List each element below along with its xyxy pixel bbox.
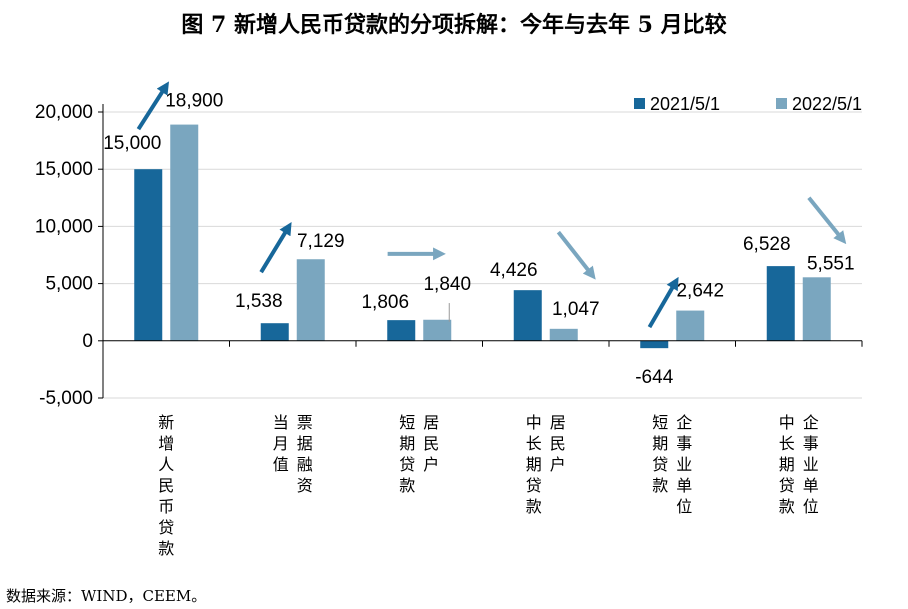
- data-label: 1,806: [361, 292, 409, 313]
- category-label-5-1: 中长期贷款: [779, 413, 795, 516]
- category-label-4-0: 企事业单位: [676, 413, 692, 516]
- trend-arrow-up: [259, 222, 292, 274]
- axis-layer: 20,000 15,000 10,000 5,000 0 -5,000: [35, 102, 863, 409]
- y-tick-label: 0: [82, 331, 93, 352]
- y-tick-label: 5,000: [45, 274, 93, 295]
- data-label: 1,047: [552, 299, 600, 320]
- trend-arrow-down: [807, 196, 847, 245]
- category-label-1-1: 当月值: [273, 413, 289, 474]
- category-label-4-1: 短期贷款: [652, 413, 668, 495]
- legend-label: 2022/5/1: [792, 94, 862, 114]
- category-label-3-1: 中长期贷款: [526, 413, 542, 516]
- bar-2021/5/1-3: [513, 290, 542, 341]
- data-label: 1,840: [423, 274, 471, 295]
- data-label: 18,900: [165, 91, 223, 112]
- bar-2021/5/1-4: [640, 340, 669, 349]
- grid-layer: [103, 111, 862, 399]
- source-note: 数据来源：WIND，CEEM。: [6, 587, 206, 605]
- legend-swatch: [634, 98, 645, 109]
- legend: 2021/5/1 2022/5/1: [634, 94, 862, 114]
- trend-arrow-up: [647, 276, 679, 329]
- y-tick-label: 15,000: [35, 159, 93, 180]
- bar-2021/5/1-1: [260, 323, 289, 341]
- trend-arrow-down: [556, 230, 596, 280]
- bar-2022/5/1-4: [676, 310, 705, 341]
- category-label-5-0: 企事业单位: [803, 413, 819, 516]
- legend-label: 2021/5/1: [650, 94, 720, 114]
- category-label-2-1: 短期贷款: [399, 413, 415, 495]
- data-label: -644: [635, 367, 673, 388]
- bar-2021/5/1-2: [387, 320, 416, 341]
- trend-arrow-up: [136, 81, 170, 131]
- category-label-2-0: 居民户: [423, 413, 439, 474]
- bar-layer: [134, 124, 831, 349]
- data-label: 2,642: [676, 281, 724, 302]
- category-labels: 新增人民币贷款票据融资当月值居民户短期贷款居民户中长期贷款企事业单位短期贷款企事…: [158, 413, 819, 558]
- category-label-0-0: 新增人民币贷款: [158, 413, 174, 558]
- bar-2022/5/1-1: [296, 259, 325, 341]
- y-tick-label: 10,000: [35, 216, 93, 237]
- data-label: 6,528: [743, 234, 791, 255]
- bar-2021/5/1-0: [134, 169, 163, 341]
- y-tick-label: -5,000: [39, 388, 93, 409]
- data-label: 4,426: [490, 260, 538, 281]
- legend-swatch: [776, 98, 787, 109]
- bar-2022/5/1-3: [549, 328, 578, 341]
- chart-title: 图 7 新增人民币贷款的分项拆解：今年与去年 5 月比较: [181, 12, 726, 38]
- bar-2022/5/1-0: [170, 124, 199, 341]
- bar-2021/5/1-5: [766, 266, 795, 341]
- y-tick-label: 20,000: [35, 102, 93, 123]
- data-label: 5,551: [807, 253, 855, 274]
- category-label-3-0: 居民户: [550, 413, 566, 474]
- bar-2022/5/1-5: [802, 277, 831, 341]
- data-label: 7,129: [297, 231, 345, 252]
- bar-2022/5/1-2: [423, 319, 452, 341]
- data-label: 1,538: [235, 291, 283, 312]
- arrow-layer: [136, 81, 847, 329]
- category-label-1-0: 票据融资: [297, 413, 313, 495]
- data-label: 15,000: [103, 133, 161, 154]
